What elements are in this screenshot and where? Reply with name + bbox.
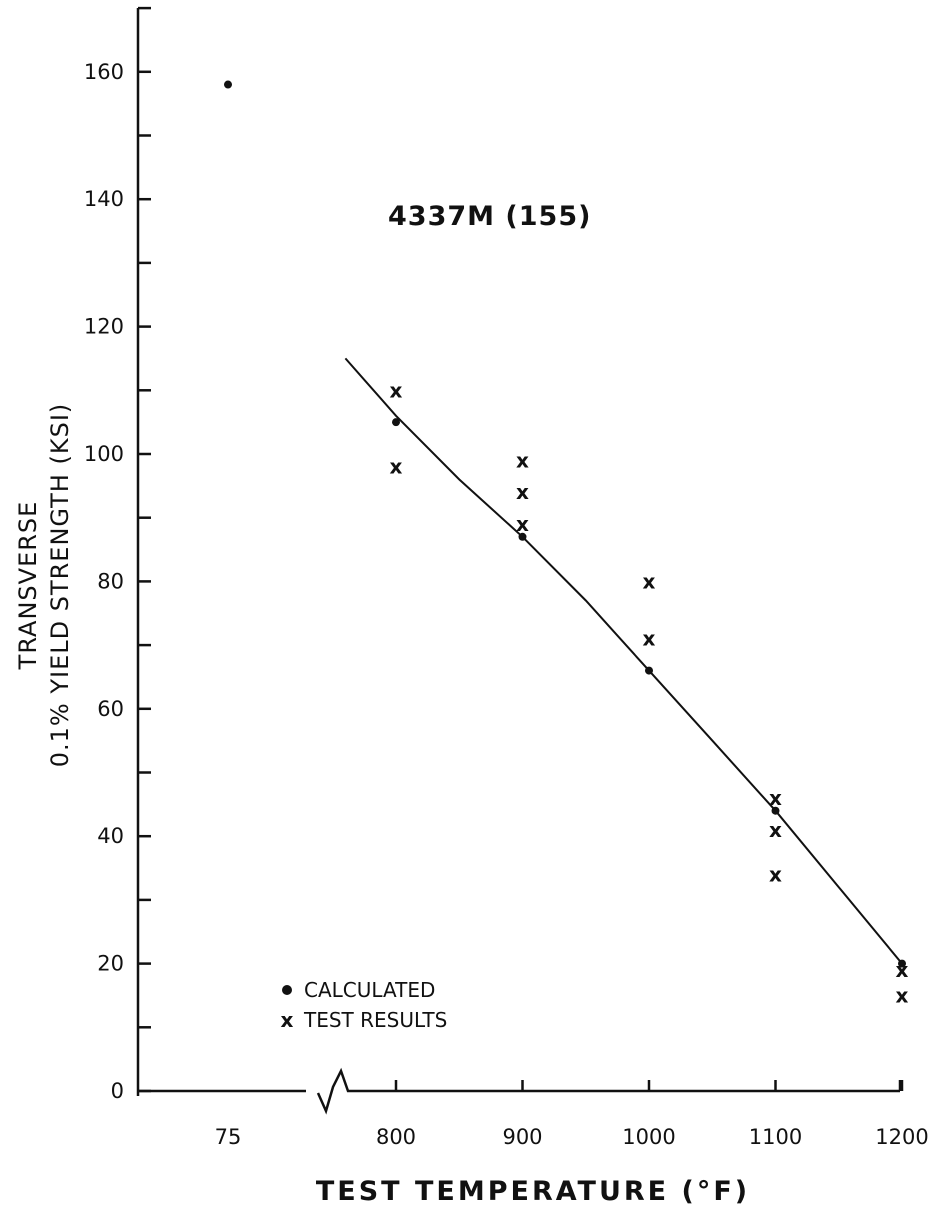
y-tick-label: 100	[84, 442, 124, 466]
test-result-point: x	[896, 983, 909, 1007]
y-ticks: 0 20 40 60 80 100 120 140 160	[84, 6, 151, 1103]
y-tick-label: 140	[84, 187, 124, 211]
calculated-point	[898, 959, 906, 968]
test-result-point: x	[769, 786, 782, 810]
fit-layer	[344, 357, 903, 965]
y-tick-label: 40	[97, 824, 124, 848]
y-tick-label: 80	[97, 569, 124, 593]
legend: CALCULATED x TEST RESULTS	[281, 978, 448, 1032]
x-axis-line	[138, 1067, 902, 1115]
y-tick-label: 120	[84, 315, 124, 339]
test-result-point: x	[516, 448, 529, 472]
test-result-point: x	[390, 455, 403, 479]
legend-x-marker: x	[281, 1008, 294, 1032]
x-tick-label: 1200	[875, 1125, 928, 1149]
calculated-point	[518, 532, 527, 541]
x-tick-label: 1000	[622, 1125, 675, 1149]
calculated-point	[771, 806, 780, 815]
x-tick-label: 1100	[749, 1125, 802, 1149]
y-tick-label: 0	[111, 1079, 124, 1103]
x-tick-label: 800	[376, 1125, 416, 1149]
legend-label-calculated: CALCULATED	[304, 978, 435, 1002]
x-ticks: 75 800 900 1000 1100 1200	[215, 1080, 929, 1149]
calculated-point	[224, 80, 232, 89]
legend-dot-marker	[282, 985, 292, 995]
y-axis-title-line2: 0.1% YIELD STRENGTH (KSI)	[46, 403, 74, 768]
y-axis-title-line1: TRANSVERSE	[14, 501, 42, 671]
fit-curve	[344, 357, 903, 965]
test-result-point: x	[643, 569, 656, 593]
test-result-point: x	[769, 862, 782, 886]
test-result-point: x	[516, 512, 529, 536]
chart-title: 4337M (155)	[388, 201, 591, 232]
test-result-point: x	[769, 818, 782, 842]
y-tick-label: 160	[84, 60, 124, 84]
test-result-point: x	[643, 627, 656, 651]
legend-label-test-results: TEST RESULTS	[303, 1008, 447, 1032]
test-result-point: x	[896, 958, 909, 982]
calculated-point	[392, 418, 400, 427]
test-result-point: x	[516, 480, 529, 504]
x-tick-label: 900	[502, 1125, 542, 1149]
x-tick-label: 75	[215, 1125, 242, 1149]
calculated-point	[645, 666, 653, 675]
x-axis-title: TEST TEMPERATURE (°F)	[316, 1176, 750, 1207]
y-tick-label: 20	[97, 952, 124, 976]
y-tick-label: 60	[97, 697, 124, 721]
test-result-point: x	[390, 378, 403, 402]
